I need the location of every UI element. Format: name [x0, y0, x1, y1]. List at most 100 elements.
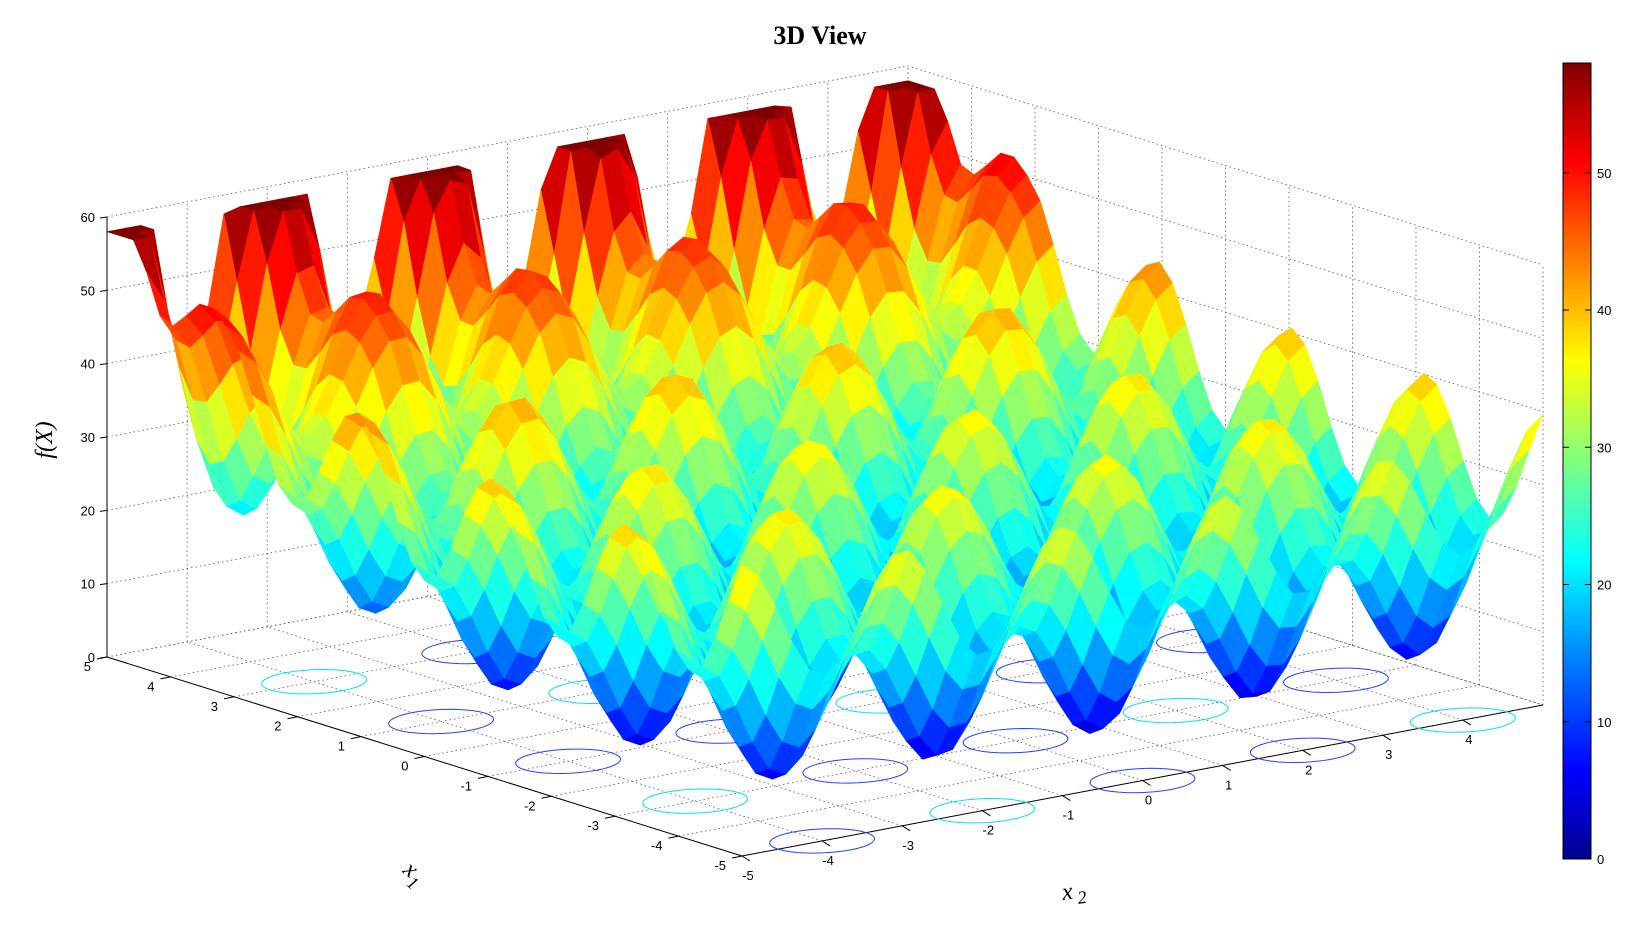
- contour-19: [1282, 667, 1389, 693]
- colorbar-label-2: 20: [1597, 578, 1611, 593]
- z-tick-label-0: 0: [88, 650, 95, 665]
- x2-tick-mark-9: [1462, 719, 1472, 726]
- contour-16: [802, 758, 909, 784]
- contour-20: [769, 828, 876, 854]
- z-tick-mark-2: [99, 509, 108, 512]
- grid-line-floor-x1-7: [297, 565, 1099, 718]
- grid-line-floor-x1-4: [487, 625, 1290, 777]
- z-tick-mark-4: [99, 363, 108, 366]
- x1-tick-mark-1: [668, 835, 679, 839]
- contour-21: [929, 798, 1036, 824]
- x2-tick-label-4: -1: [1063, 808, 1075, 823]
- x1-tick-label-5: 0: [401, 759, 408, 774]
- x2-tick-mark-1: [821, 840, 831, 847]
- x2-tick-label-7: 2: [1305, 762, 1312, 777]
- grid-line-floor-x1-5: [424, 605, 1226, 757]
- chart-title: 3D View: [773, 21, 866, 50]
- x2-tick-mark-3: [982, 810, 991, 817]
- z-tick-mark-1: [99, 583, 108, 586]
- contour-15: [642, 788, 749, 814]
- colorbar-bar: [1562, 62, 1592, 860]
- x2-axis-title-main: x: [1059, 879, 1075, 906]
- x1-tick-label-10: 5: [84, 659, 91, 674]
- z-tick-mark-3: [99, 436, 108, 439]
- z-tick-mark-6: [99, 216, 108, 219]
- z-axis-title: f(X): [32, 421, 58, 458]
- svg-text:x2: x2: [1059, 877, 1088, 910]
- grid-line-floor-x2-3: [347, 611, 983, 812]
- x1-tick-label-6: 1: [338, 739, 345, 754]
- contour-10: [515, 748, 622, 774]
- x2-tick-label-3: -2: [983, 823, 995, 838]
- colorbar-label-5: 50: [1597, 166, 1611, 181]
- colorbar-label-1: 10: [1597, 715, 1611, 730]
- contour-5: [388, 708, 495, 735]
- x2-axis-title-sub: 2: [1076, 887, 1088, 908]
- x1-tick-label-2: -3: [587, 818, 599, 833]
- grid-line-floor-x1-8: [233, 545, 1036, 698]
- grid-line-floor-x1-2: [614, 664, 1417, 817]
- grid-line-floor-x1-6: [360, 585, 1163, 737]
- z-tick-label-2: 20: [81, 503, 95, 518]
- x1-tick-mark-4: [477, 775, 489, 779]
- x1-tick-label-8: 3: [211, 699, 218, 714]
- contour-23: [1249, 737, 1356, 763]
- x1-tick-label-7: 2: [274, 719, 281, 734]
- x2-tick-mark-2: [901, 825, 911, 832]
- grid-line-floor-x2-1: [186, 641, 823, 842]
- x1-tick-mark-0: [731, 855, 743, 859]
- x1-tick-label-1: -4: [651, 838, 663, 853]
- contour-22: [1089, 767, 1196, 794]
- x2-axis-title: x2: [1059, 877, 1088, 910]
- x2-tick-label-5: 0: [1145, 793, 1152, 808]
- x1-tick-mark-2: [604, 815, 616, 819]
- grid-line-floor-x2-2: [267, 626, 903, 827]
- x2-tick-mark-5: [1142, 780, 1151, 786]
- x1-tick-mark-7: [287, 716, 298, 720]
- x2-tick-mark-4: [1062, 795, 1071, 802]
- surface-patch-2303: [728, 565, 760, 611]
- x1-tick-mark-3: [541, 795, 552, 799]
- x2-tick-mark-6: [1222, 764, 1231, 771]
- x2-tick-mark-8: [1382, 734, 1392, 741]
- colorbar-label-4: 40: [1597, 303, 1611, 318]
- x2-tick-mark-0: [741, 855, 751, 862]
- grid-line-floor-x1-1: [678, 684, 1480, 837]
- grid-line-floor-x1-3: [551, 644, 1353, 797]
- contour-17: [962, 728, 1069, 754]
- x1-tick-label-3: -2: [524, 798, 536, 813]
- z-tick-label-1: 10: [81, 577, 95, 592]
- x2-tick-label-6: 1: [1225, 777, 1232, 792]
- z-tick-label-4: 40: [81, 357, 95, 372]
- grid-line-floor-x1-10: [106, 505, 909, 658]
- z-tick-label-5: 50: [81, 283, 95, 298]
- z-tick-mark-5: [99, 289, 108, 292]
- x2-tick-mark-7: [1302, 749, 1311, 756]
- colorbar: 0 10 20 30 40 50: [1562, 62, 1611, 867]
- colorbar-label-3: 30: [1597, 440, 1611, 455]
- x1-tick-label-9: 4: [147, 679, 154, 694]
- x1-tick-mark-8: [223, 696, 235, 700]
- x2-tick-label-8: 3: [1385, 747, 1392, 762]
- tick-labels: 0 10 20 30 40 50 60 -5 -4 -3 -2 -1 0 1 2 3 4 5 -5 -4 -3 -2 -1 0…: [81, 210, 1473, 883]
- x2-tick-label-9: 4: [1465, 732, 1472, 747]
- x2-tick-label-2: -3: [902, 838, 914, 853]
- x2-tick-label-0: -5: [742, 868, 754, 883]
- contour-18: [1122, 697, 1229, 724]
- grid-line-floor-x1-9: [170, 525, 972, 678]
- surface-patch-1598: [1512, 414, 1544, 467]
- colorbar-ticks: 0 10 20 30 40 50: [1563, 166, 1611, 867]
- x1-tick-mark-6: [350, 736, 362, 740]
- x1-tick-mark-5: [414, 756, 425, 759]
- grid-line-z-6: [106, 65, 1544, 266]
- contour-24: [1409, 707, 1516, 733]
- x2-tick-label-1: -4: [822, 853, 834, 868]
- colorbar-label-0: 0: [1597, 852, 1604, 867]
- z-tick-label-3: 30: [81, 430, 95, 445]
- x1-tick-label-0: -5: [714, 858, 726, 873]
- z-tick-label-6: 60: [81, 210, 95, 225]
- x1-tick-mark-9: [160, 676, 171, 680]
- x1-axis-title: x1: [398, 856, 423, 894]
- surface: [106, 80, 1544, 780]
